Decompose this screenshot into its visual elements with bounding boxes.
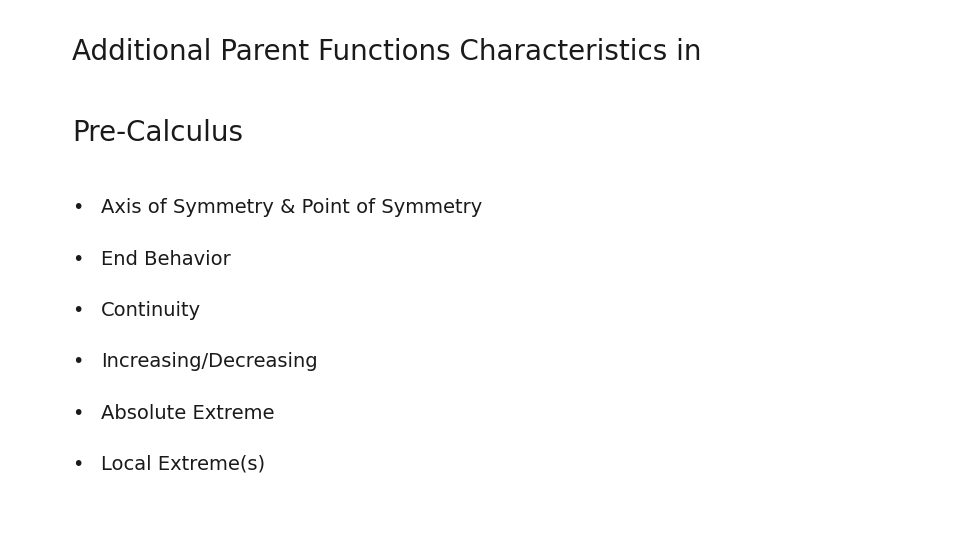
Text: •: • [72, 455, 84, 474]
Text: End Behavior: End Behavior [101, 249, 230, 269]
Text: Absolute Extreme: Absolute Extreme [101, 403, 275, 423]
Text: Additional Parent Functions Characteristics in: Additional Parent Functions Characterist… [72, 38, 702, 66]
Text: Pre-Calculus: Pre-Calculus [72, 119, 243, 147]
Text: •: • [72, 249, 84, 269]
Text: •: • [72, 352, 84, 372]
Text: •: • [72, 301, 84, 320]
Text: •: • [72, 403, 84, 423]
Text: •: • [72, 198, 84, 218]
Text: Axis of Symmetry & Point of Symmetry: Axis of Symmetry & Point of Symmetry [101, 198, 482, 218]
Text: Local Extreme(s): Local Extreme(s) [101, 455, 265, 474]
Text: Continuity: Continuity [101, 301, 201, 320]
Text: Increasing/Decreasing: Increasing/Decreasing [101, 352, 318, 372]
